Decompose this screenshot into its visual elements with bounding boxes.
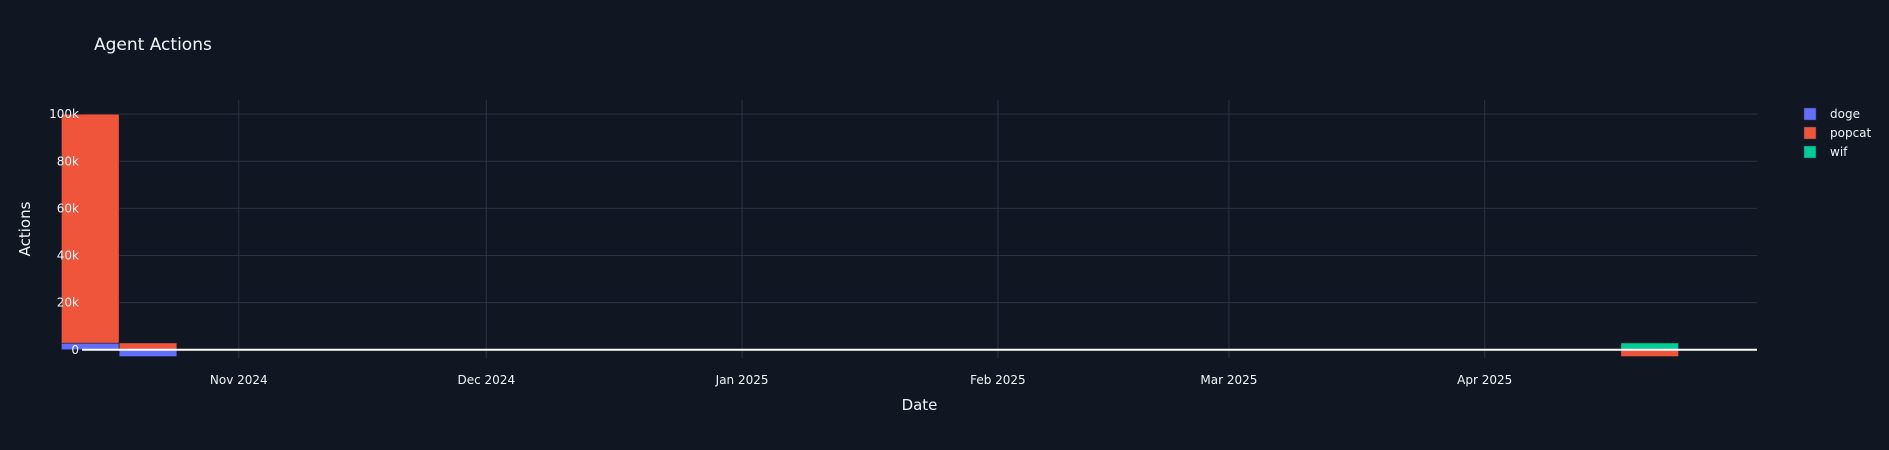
x-tick-label: Nov 2024	[210, 373, 268, 387]
bar-doge	[118, 349, 178, 357]
y-tick-label: 40k	[57, 249, 79, 263]
x-axis-title: Date	[902, 396, 938, 414]
bar-popcat	[118, 342, 178, 351]
legend[interactable]: doge popcat wif	[1803, 107, 1872, 159]
legend-label-popcat[interactable]: popcat	[1830, 126, 1872, 140]
y-tick-label: 100k	[49, 107, 79, 121]
legend-swatch-wif[interactable]	[1803, 145, 1817, 159]
x-tick-label: Jan 2025	[715, 373, 769, 387]
x-tick-label: Apr 2025	[1457, 373, 1512, 387]
y-tick-label: 20k	[57, 296, 79, 310]
bar-popcat	[1620, 349, 1679, 357]
legend-label-wif[interactable]: wif	[1830, 145, 1848, 159]
x-tick-label: Mar 2025	[1200, 373, 1257, 387]
y-tick-label: 0	[71, 343, 79, 357]
legend-label-doge[interactable]: doge	[1830, 107, 1860, 121]
y-tick-label: 80k	[57, 154, 79, 168]
bar-layer	[61, 113, 1679, 357]
legend-swatch-doge[interactable]	[1803, 107, 1817, 121]
chart-title: Agent Actions	[94, 35, 212, 55]
y-axis-ticks: 0 20k 40k 60k 80k 100k	[49, 107, 79, 357]
legend-swatch-popcat[interactable]	[1803, 126, 1817, 140]
grid-layer	[82, 100, 1757, 358]
bar-popcat	[61, 113, 120, 344]
x-tick-label: Dec 2024	[458, 373, 516, 387]
x-axis-ticks: Nov 2024 Dec 2024 Jan 2025 Feb 2025 Mar 2025…	[210, 373, 1512, 387]
y-tick-label: 60k	[57, 201, 79, 215]
y-axis-title: Actions	[16, 201, 34, 256]
bar-wif	[1620, 342, 1679, 351]
x-tick-label: Feb 2025	[970, 373, 1026, 387]
